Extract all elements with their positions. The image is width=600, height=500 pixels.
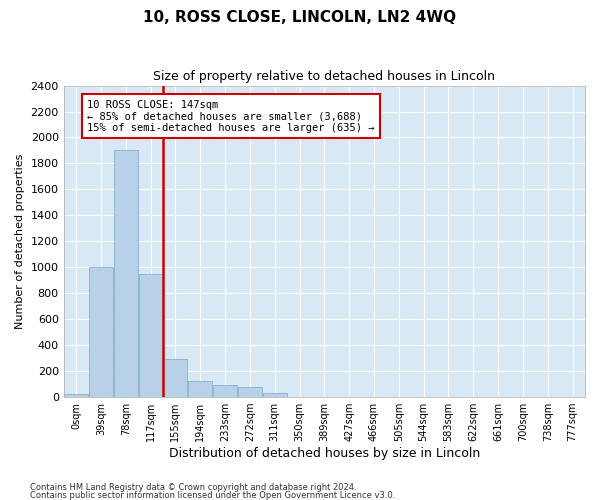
Text: Contains HM Land Registry data © Crown copyright and database right 2024.: Contains HM Land Registry data © Crown c… <box>30 483 356 492</box>
X-axis label: Distribution of detached houses by size in Lincoln: Distribution of detached houses by size … <box>169 447 480 460</box>
Bar <box>139 274 163 397</box>
Bar <box>163 360 187 397</box>
Bar <box>213 385 237 397</box>
Bar <box>89 268 113 397</box>
Text: 10 ROSS CLOSE: 147sqm
← 85% of detached houses are smaller (3,688)
15% of semi-d: 10 ROSS CLOSE: 147sqm ← 85% of detached … <box>87 100 374 133</box>
Title: Size of property relative to detached houses in Lincoln: Size of property relative to detached ho… <box>154 70 496 83</box>
Bar <box>238 386 262 397</box>
Bar <box>113 150 138 397</box>
Text: Contains public sector information licensed under the Open Government Licence v3: Contains public sector information licen… <box>30 490 395 500</box>
Bar <box>188 381 212 397</box>
Y-axis label: Number of detached properties: Number of detached properties <box>15 154 25 329</box>
Bar <box>263 394 287 397</box>
Bar <box>64 394 88 397</box>
Text: 10, ROSS CLOSE, LINCOLN, LN2 4WQ: 10, ROSS CLOSE, LINCOLN, LN2 4WQ <box>143 10 457 25</box>
